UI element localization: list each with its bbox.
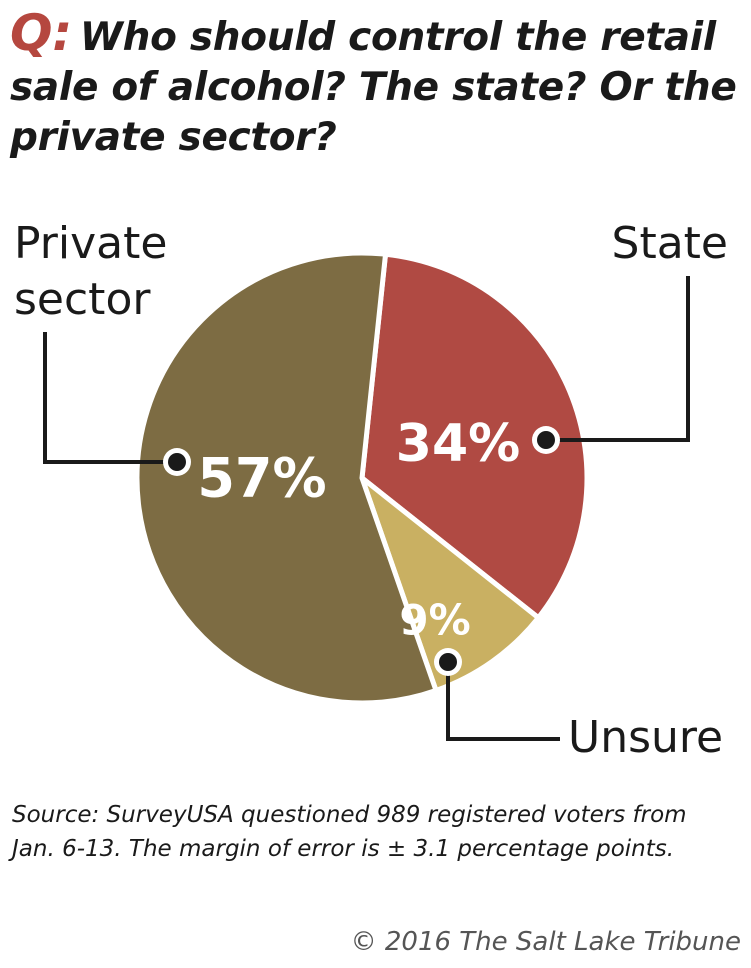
question-text: Who should control the retail sale of al…	[10, 15, 737, 160]
pie-slice-private	[134, 250, 439, 706]
copyright-credit: © 2016 The Salt Lake Tribune	[350, 927, 741, 957]
label-unsure: Unsure	[568, 712, 723, 763]
chart-title: Q: Who should control the retail sale of …	[10, 8, 740, 163]
value-label-state: 34%	[396, 414, 520, 474]
source-note: Source: SurveyUSA questioned 989 registe…	[12, 802, 687, 862]
callout-line	[43, 332, 177, 464]
callout-dot	[537, 431, 555, 449]
callout-line	[546, 276, 690, 442]
callout-line	[446, 662, 560, 741]
callout-dot	[168, 453, 186, 471]
pie-slice-unsure	[359, 475, 541, 693]
label-private-sector-line-2: sector	[14, 274, 151, 325]
question-prefix: Q:	[10, 4, 72, 62]
label-private-sector-line-1: Private	[14, 218, 167, 269]
pie-slice-state	[359, 251, 590, 621]
value-label-private: 57%	[197, 447, 326, 510]
value-label-unsure: 9%	[399, 596, 470, 645]
callout-dot	[439, 653, 457, 671]
label-state: State	[612, 218, 728, 269]
